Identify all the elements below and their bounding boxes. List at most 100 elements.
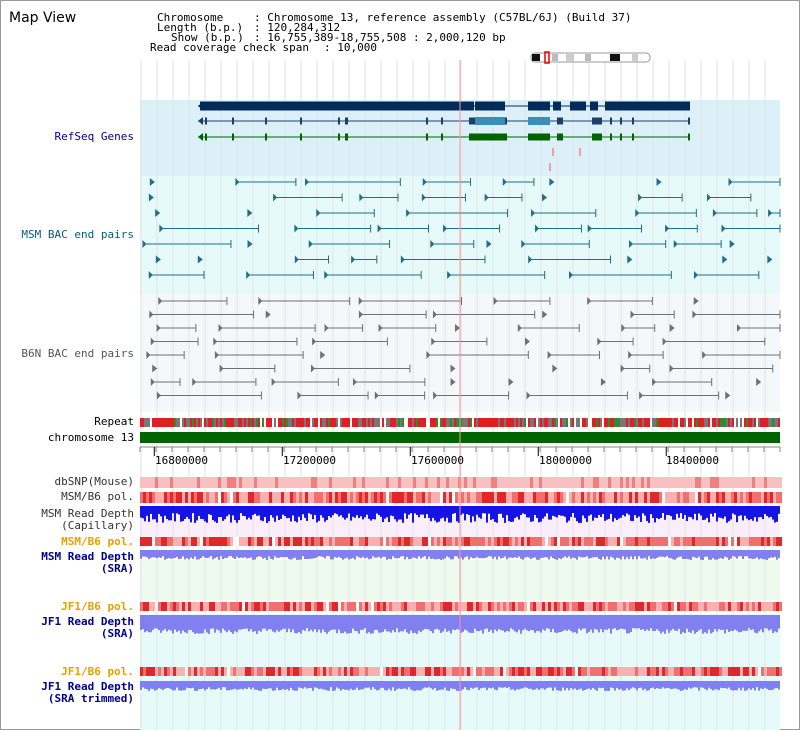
heatmap-cell [566, 667, 569, 676]
depth-bar [672, 506, 674, 520]
heatmap-cell [617, 667, 620, 676]
depth-bar [530, 550, 532, 560]
depth-bar [410, 615, 412, 631]
heatmap-cell [596, 602, 599, 611]
heatmap-cell [563, 602, 566, 611]
heatmap-cell [140, 602, 143, 611]
depth-bar [554, 506, 556, 517]
depth-bar [436, 615, 438, 629]
heatmap-cell [779, 667, 782, 676]
depth-bar [758, 506, 760, 518]
repeat-segment [686, 418, 688, 427]
heatmap-cell [776, 492, 779, 503]
track-label-msm-bac[interactable]: MSM BAC end pairs [21, 228, 134, 241]
track-label-jf1-pol-2: JF1/B6 pol. [61, 665, 134, 678]
depth-bar [708, 550, 710, 560]
chromosome-ideogram[interactable] [530, 51, 651, 64]
heatmap-cell [281, 477, 284, 488]
depth-bar [572, 615, 574, 633]
b6n-bac-end-pairs[interactable] [146, 297, 781, 400]
depth-bar [458, 681, 460, 691]
depth-bar [526, 681, 528, 688]
heatmap-cell [587, 602, 590, 611]
depth-bar [588, 615, 590, 632]
track-label-refseq-genes[interactable]: RefSeq Genes [54, 130, 134, 143]
repeat-segment [696, 418, 698, 427]
depth-bar [586, 550, 588, 557]
depth-bar [546, 615, 548, 629]
heatmap-cell [683, 477, 686, 488]
depth-bar [352, 550, 354, 558]
depth-bar [454, 506, 456, 514]
heatmap-cell [734, 477, 737, 488]
depth-bar [540, 550, 542, 558]
refseq-gene-models[interactable] [198, 101, 690, 172]
depth-bar [712, 615, 714, 633]
depth-bar [720, 681, 722, 688]
depth-bar [500, 681, 502, 688]
heatmap-cell [599, 602, 602, 611]
depth-bar [242, 550, 244, 558]
repeat-segment [224, 418, 226, 427]
depth-bar [286, 550, 288, 558]
repeat-segment [198, 418, 200, 427]
heatmap-cell [641, 477, 644, 488]
heatmap-cell [485, 602, 488, 611]
heatmap-cell [164, 537, 167, 546]
heatmap-cell [470, 602, 473, 611]
repeat-segment [254, 418, 256, 427]
depth-bar [478, 506, 480, 518]
depth-bar [340, 506, 342, 516]
track-label-b6n-bac[interactable]: B6N BAC end pairs [21, 347, 134, 360]
depth-bar [356, 615, 358, 632]
gene-exon [232, 133, 234, 141]
heatmap-cell [650, 667, 653, 676]
heatmap-cell [722, 537, 725, 546]
depth-bar [446, 506, 448, 518]
heatmap-cell [437, 537, 440, 546]
depth-bar [490, 615, 492, 630]
depth-bar [258, 681, 260, 691]
depth-bar [466, 681, 468, 690]
depth-bar [584, 681, 586, 690]
heatmap-cell [401, 477, 404, 488]
depth-bar [408, 615, 410, 634]
depth-bar [556, 681, 558, 691]
depth-bar [732, 506, 734, 514]
depth-bar [380, 681, 382, 688]
repeat-segment [358, 418, 360, 427]
heatmap-cell [476, 602, 479, 611]
heatmap-cell [755, 602, 758, 611]
depth-bar [312, 506, 314, 520]
repeat-segment [452, 418, 454, 427]
depth-bar [388, 506, 390, 523]
depth-bar [180, 550, 182, 559]
heatmap-cell [521, 667, 524, 676]
bac-end-marker [214, 351, 219, 359]
depth-bar [720, 615, 722, 630]
msm-bac-end-pairs[interactable] [142, 178, 781, 279]
repeat-segment [382, 418, 384, 427]
depth-bar [234, 615, 236, 632]
heatmap-cell [188, 477, 191, 488]
depth-bar [678, 550, 680, 557]
depth-bar [516, 681, 518, 690]
heatmap-cell [302, 492, 305, 503]
depth-bar [188, 681, 190, 689]
depth-bar [410, 681, 412, 690]
depth-bar [548, 506, 550, 520]
repeat-segment [162, 418, 164, 427]
depth-bar [274, 506, 276, 522]
depth-bar [600, 615, 602, 630]
depth-bar [700, 681, 702, 688]
heatmap-cell [476, 537, 479, 546]
repeat-segment [510, 418, 512, 427]
depth-bar [542, 681, 544, 689]
heatmap-cell [485, 667, 488, 676]
repeat-segment [352, 418, 354, 427]
depth-bar [558, 550, 560, 559]
bac-end-marker [358, 297, 363, 305]
heatmap-cell [200, 492, 203, 503]
heatmap-cell [710, 537, 713, 546]
